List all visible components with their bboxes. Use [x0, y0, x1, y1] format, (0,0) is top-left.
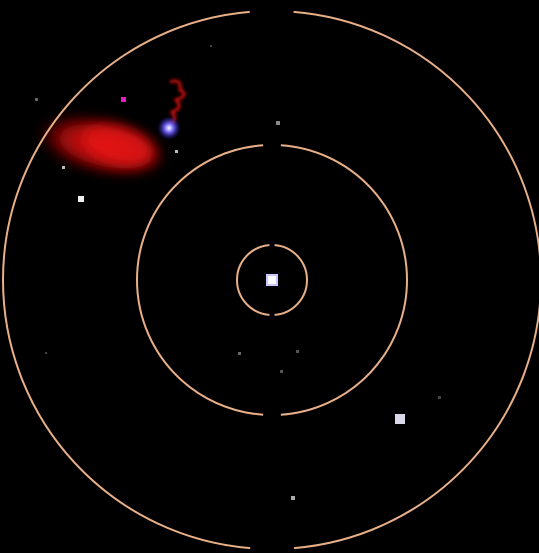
stars: [35, 45, 441, 500]
star: [35, 98, 38, 101]
star: [268, 276, 276, 284]
star: [276, 121, 280, 125]
star: [45, 352, 47, 354]
star: [62, 166, 65, 169]
star: [78, 196, 84, 202]
inner-ring: [236, 244, 308, 316]
star: [175, 150, 178, 153]
star: [395, 414, 405, 424]
star: [296, 350, 299, 353]
star: [438, 396, 441, 399]
blue-star: [157, 116, 181, 140]
middle-ring: [136, 144, 408, 416]
star: [238, 352, 241, 355]
star: [121, 97, 126, 102]
star: [291, 496, 295, 500]
star: [280, 370, 283, 373]
range-rings: [2, 10, 539, 550]
outer-ring: [2, 10, 539, 550]
star: [210, 45, 212, 47]
nebula: [39, 79, 186, 174]
